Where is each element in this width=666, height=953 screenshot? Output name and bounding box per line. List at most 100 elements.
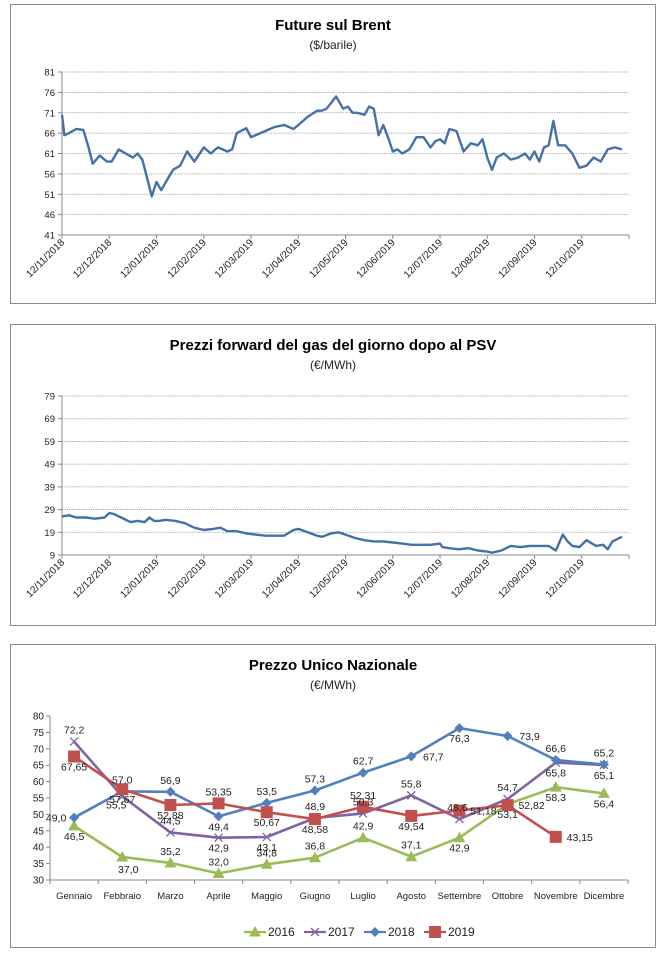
y-tick-label: 55 (33, 794, 45, 805)
data-label: 66,6 (546, 743, 567, 755)
data-label: 67,65 (61, 762, 87, 774)
marker-square (260, 806, 273, 819)
series-line (61, 511, 623, 554)
x-tick-label: 12/04/2019 (260, 237, 303, 280)
marker-diamond (502, 731, 513, 742)
x-tick-label: 12/06/2019 (355, 237, 398, 280)
x-tick-label: 12/06/2019 (355, 557, 398, 600)
marker-square (164, 798, 177, 811)
y-tick-label: 75 (33, 728, 45, 739)
x-tick-label: 12/08/2019 (449, 557, 492, 600)
data-label: 54,7 (497, 782, 518, 794)
series-line (73, 726, 605, 819)
pun-chart-panel: Prezzo Unico Nazionale (€/MWh) 30 35 40 45 5… (10, 644, 656, 948)
marker-square (308, 813, 321, 826)
data-label: 55,8 (401, 778, 422, 790)
data-label: 52,82 (518, 800, 544, 812)
data-label: 57,0 (112, 774, 133, 786)
y-tick-label: 79 (44, 392, 55, 403)
y-tick-label: 50 (33, 810, 45, 821)
data-label: 50,67 (254, 817, 280, 829)
marker-diamond (69, 812, 80, 823)
y-tick-label: 9 (50, 551, 55, 562)
marker-triangle (68, 819, 81, 831)
x-tick-label: Maggio (251, 891, 282, 902)
data-label: 37,0 (118, 864, 139, 876)
data-label: 57,67 (109, 794, 135, 806)
series-line (60, 95, 623, 198)
data-label: 65,8 (546, 768, 567, 780)
marker-diamond (370, 927, 380, 937)
data-label: 55,5 (106, 799, 127, 811)
x-tick-label: Ottobre (492, 891, 524, 902)
y-tick-label: 56 (44, 169, 55, 180)
marker-diamond (213, 811, 224, 822)
x-tick-label: Settembre (438, 891, 482, 902)
marker-diamond (309, 785, 320, 796)
x-tick-label: Giugno (300, 891, 331, 902)
brent-chart-panel: Future sul Brent ($/barile) 41 46 51 56 61 66… (10, 4, 656, 304)
data-label: 50,3 (353, 796, 374, 808)
data-label: 76,3 (449, 733, 470, 745)
data-label: 35,2 (160, 846, 181, 858)
marker-triangle (308, 851, 321, 863)
data-label: 73,9 (519, 731, 540, 743)
marker-diamond (550, 754, 561, 765)
marker-triangle (405, 850, 418, 862)
legend-label: 2018 (388, 925, 415, 939)
data-label: 67,7 (423, 751, 444, 763)
x-tick-label: 12/11/2018 (24, 557, 67, 600)
marker-diamond (406, 751, 417, 762)
x-tick-label: 12/04/2019 (260, 557, 303, 600)
marker-x (69, 737, 79, 747)
data-label: 43,15 (567, 832, 593, 844)
legend-item-2018: 2018 (364, 925, 415, 939)
data-label: 49,0 (46, 813, 67, 825)
data-label: 46,5 (64, 831, 85, 843)
marker-triangle (212, 867, 225, 878)
x-tick-label: Agosto (396, 891, 426, 902)
y-tick-label: 41 (44, 231, 55, 242)
y-tick-label: 39 (44, 482, 55, 493)
x-tick-label: 12/09/2019 (496, 557, 539, 600)
data-label: 52,31 (350, 790, 376, 802)
y-tick-label: 35 (33, 859, 45, 870)
x-tick-label: 12/01/2019 (118, 557, 161, 600)
marker-diamond (165, 786, 176, 797)
data-label: 49,54 (398, 821, 424, 833)
series-2017 (69, 737, 609, 843)
marker-triangle (116, 851, 129, 862)
data-label: 53,35 (205, 786, 231, 798)
marker-square (405, 809, 418, 822)
data-label: 48,6 (447, 802, 468, 814)
legend-item-2019: 2019 (424, 925, 475, 939)
marker-triangle (357, 831, 370, 843)
x-tick-label: 12/12/2018 (71, 237, 114, 280)
pun-chart-plot: 30 35 40 45 50 55 60 65 70 75 80 Gennaio Febbraio Mar… (33, 712, 629, 939)
data-label: 32,0 (208, 856, 229, 868)
psv-chart-plot: 9 19 29 39 49 59 69 79 12/11/2018 12/12/2018 12/01… (24, 392, 630, 601)
marker-triangle (549, 781, 562, 792)
marker-square (68, 750, 81, 763)
x-tick-label: 12/02/2019 (166, 557, 209, 600)
x-tick-label: 12/01/2019 (118, 237, 161, 280)
data-label: 42,9 (208, 843, 229, 855)
data-label: 58,3 (546, 792, 567, 804)
marker-x (262, 832, 272, 842)
marker-diamond (454, 723, 465, 734)
chart-title: Prezzi forward del gas del giorno dopo a… (169, 337, 497, 354)
data-label: 49,4 (208, 821, 229, 833)
y-tick-label: 69 (44, 414, 55, 425)
x-tick-label: 12/05/2019 (307, 557, 350, 600)
y-tick-label: 51 (44, 190, 55, 201)
data-label: 42,9 (353, 821, 374, 833)
marker-diamond (261, 797, 272, 808)
y-tick-label: 71 (44, 108, 55, 119)
marker-x (214, 833, 224, 843)
y-tick-label: 65 (33, 761, 45, 772)
marker-triangle (453, 831, 466, 843)
y-tick-label: 80 (33, 712, 45, 723)
x-tick-label: Aprile (206, 891, 230, 902)
chart-subtitle: (€/MWh) (310, 358, 356, 372)
